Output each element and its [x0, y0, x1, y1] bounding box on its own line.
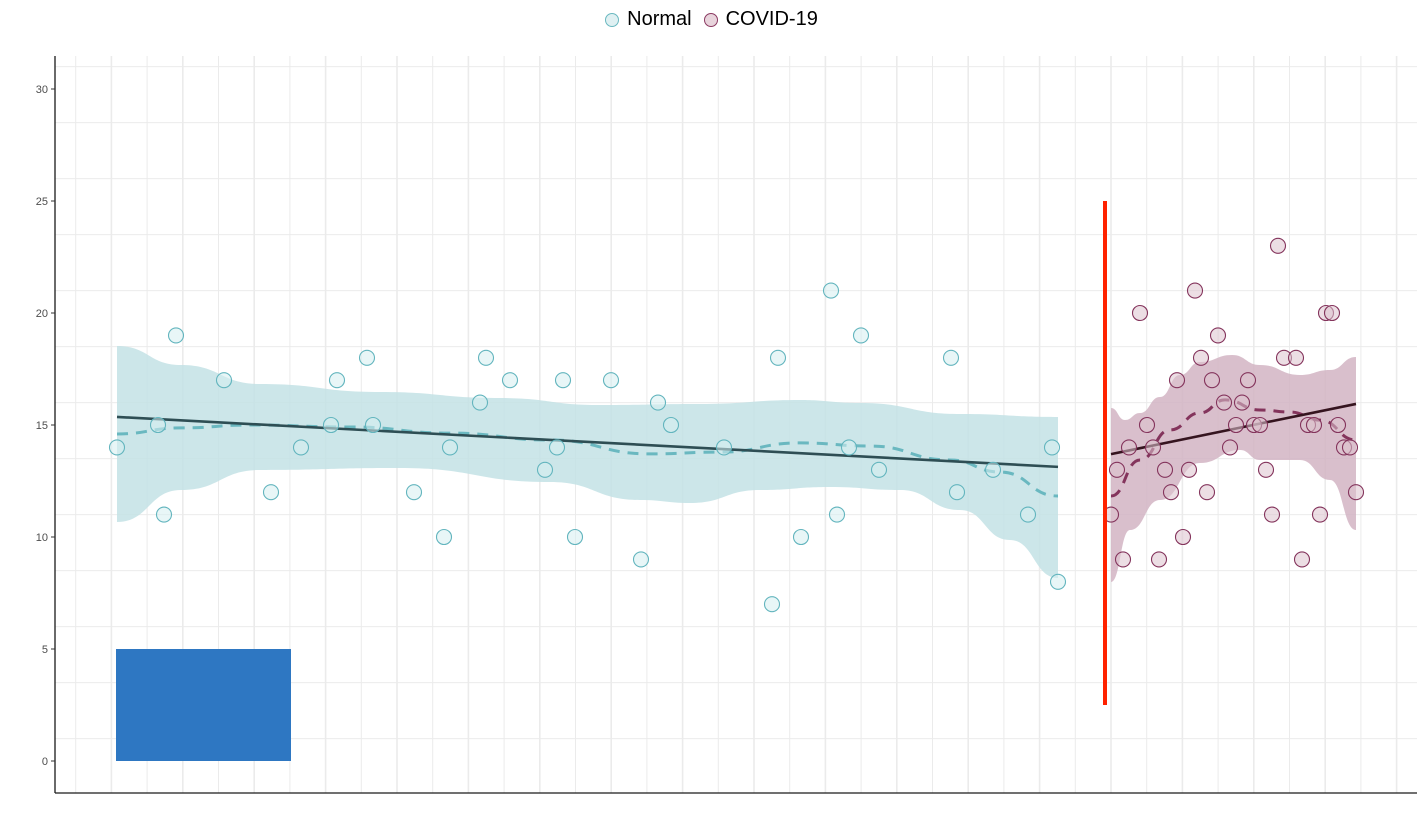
covid-point: [1180, 461, 1198, 478]
covid-point: [1341, 439, 1359, 456]
covid-point: [1138, 416, 1156, 434]
normal-point: [852, 327, 870, 344]
covid-circle-icon: [703, 12, 718, 27]
normal-point: [471, 394, 489, 411]
normal-point: [536, 461, 554, 478]
covid-point: [1144, 439, 1162, 456]
normal-point: [763, 596, 781, 613]
covid-point: [1168, 372, 1186, 389]
normal-point: [1043, 439, 1061, 456]
covid-point: [1323, 304, 1341, 322]
covid-point: [1186, 282, 1204, 299]
y-tick-label: 25: [36, 196, 48, 208]
normal-point: [554, 372, 572, 389]
covid-point: [1305, 416, 1323, 434]
covid-point: [1198, 484, 1216, 501]
legend-item-covid[interactable]: COVID-19: [703, 8, 818, 31]
covid-point: [1203, 372, 1221, 389]
normal-point: [942, 349, 960, 366]
covid-point: [1287, 349, 1305, 366]
covid-point: [1311, 506, 1329, 523]
covid-point: [1114, 551, 1132, 568]
legend: Normal COVID-19: [0, 8, 1423, 31]
annotation-layer: [116, 649, 291, 761]
normal-point: [215, 372, 233, 389]
normal-point: [155, 506, 173, 523]
normal-ribbon: [117, 346, 1058, 578]
covid-ribbon: [1111, 355, 1356, 582]
normal-point: [1049, 573, 1067, 590]
legend-label-covid: COVID-19: [725, 8, 818, 30]
normal-point: [328, 372, 346, 389]
normal-point: [364, 416, 382, 434]
covid-point: [1215, 394, 1233, 411]
blue-block-rect: [116, 649, 291, 761]
covid-point: [1257, 461, 1275, 478]
y-tick-label: 15: [36, 420, 48, 432]
normal-circle-icon: [605, 12, 620, 27]
normal-point: [984, 461, 1002, 478]
normal-point: [322, 416, 340, 434]
covid-point: [1347, 484, 1365, 501]
y-tick-label: 30: [36, 84, 48, 96]
covid-point: [1174, 528, 1192, 546]
y-tick-label: 10: [36, 532, 48, 544]
normal-lm-line: [116, 415, 1059, 469]
legend-label-normal: Normal: [627, 8, 692, 30]
normal-point: [792, 528, 810, 546]
normal-point: [441, 439, 459, 456]
normal-point: [948, 484, 966, 501]
covid-point: [1233, 394, 1251, 411]
normal-point: [149, 416, 167, 434]
data-points: [108, 201, 1365, 705]
covid-point: [1263, 506, 1281, 523]
normal-point: [435, 528, 453, 546]
normal-point: [649, 394, 667, 411]
normal-point: [167, 327, 185, 344]
normal-point: [822, 282, 840, 299]
normal-point: [840, 439, 858, 456]
covid-point: [1221, 439, 1239, 456]
covid-point: [1150, 551, 1168, 568]
axes: 0 5 10 15 20 25 30: [36, 56, 1417, 794]
normal-point: [501, 372, 519, 389]
covid-point: [1156, 461, 1174, 478]
covid-point: [1108, 461, 1126, 478]
normal-point: [602, 372, 620, 389]
covid-point: [1251, 416, 1269, 434]
normal-point: [548, 439, 566, 456]
legend-item-normal[interactable]: Normal: [605, 8, 692, 31]
normal-point: [1019, 506, 1037, 523]
normal-point: [108, 439, 126, 456]
covid-point: [1293, 551, 1311, 568]
covid-point: [1227, 416, 1245, 434]
covid-point: [1209, 327, 1227, 344]
normal-point: [477, 349, 495, 366]
normal-point: [292, 439, 310, 456]
normal-point: [769, 349, 787, 366]
covid-point: [1269, 237, 1287, 254]
covid-point: [1239, 372, 1257, 389]
normal-point: [632, 551, 650, 568]
normal-point: [358, 349, 376, 366]
normal-point: [715, 439, 733, 456]
covid-point: [1120, 439, 1138, 456]
covid-point: [1131, 304, 1149, 322]
normal-point: [828, 506, 846, 523]
normal-point: [566, 528, 584, 546]
covid-point: [1329, 416, 1347, 434]
covid-point: [1162, 484, 1180, 501]
normal-point: [662, 416, 680, 434]
y-tick-label: 5: [42, 644, 48, 656]
normal-point: [870, 461, 888, 478]
normal-point: [405, 484, 423, 501]
normal-point: [262, 484, 280, 501]
y-tick-label: 20: [36, 308, 48, 320]
y-tick-label: 0: [42, 756, 48, 768]
covid-point: [1192, 349, 1210, 366]
